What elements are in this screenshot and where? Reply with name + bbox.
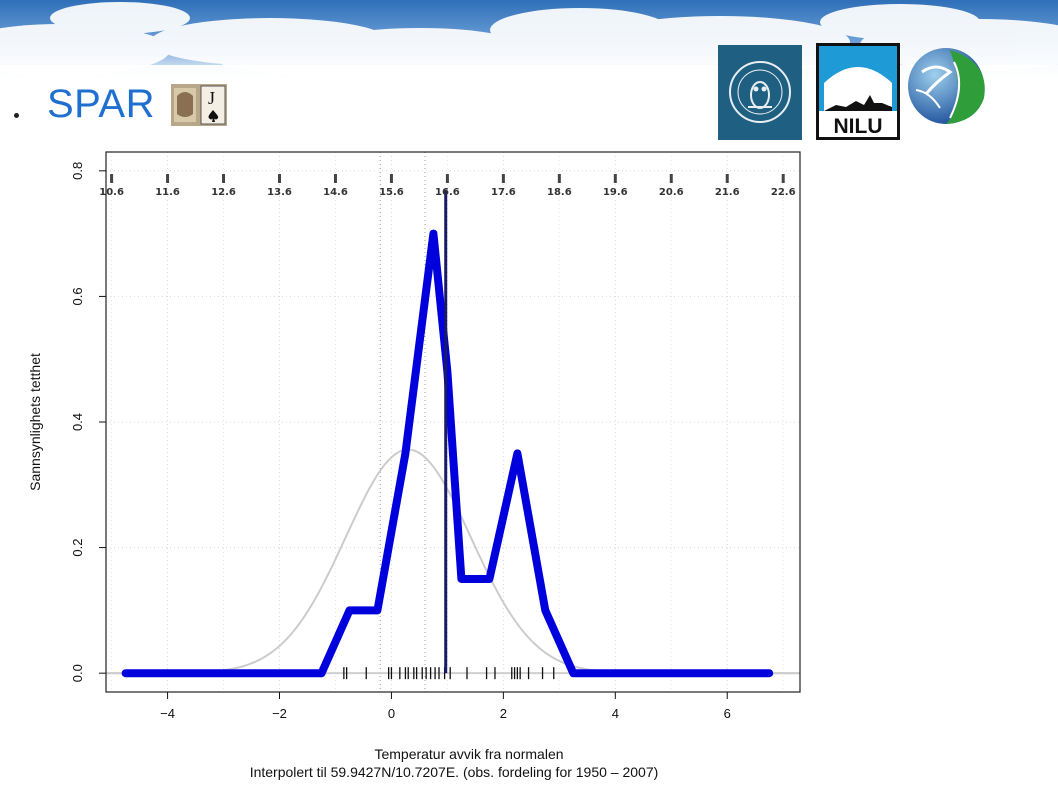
- density-series-point: [124, 672, 127, 675]
- y-tick-label: 0.8: [70, 162, 85, 180]
- top-tick-label: 13.6: [267, 187, 292, 198]
- x-tick-label: −2: [272, 706, 287, 721]
- nilu-logo-text: NILU: [834, 115, 883, 138]
- y-axis-title: Sannsynlighets tetthet: [27, 353, 43, 491]
- density-series-layer: [121, 229, 774, 678]
- x-tick-label: 6: [724, 706, 731, 721]
- top-tick-label: 15.6: [379, 187, 404, 198]
- y-tick-label: 0.4: [70, 413, 85, 431]
- axis-layer: −4 −2 0 2 4 6 0.0 0.2 0.4 0.6 0.8: [70, 162, 731, 721]
- top-tick-label: 17.6: [491, 187, 516, 198]
- density-series-line: [121, 229, 774, 678]
- svg-text:J: J: [208, 88, 215, 108]
- top-tick-label: 19.6: [603, 187, 628, 198]
- top-tick-label: 12.6: [211, 187, 236, 198]
- density-series-point: [488, 577, 491, 580]
- top-tick-label: 14.6: [323, 187, 348, 198]
- density-series-point: [544, 609, 547, 612]
- density-series-point: [376, 609, 379, 612]
- globe-leaf-logo: [908, 48, 985, 124]
- x-axis-title: Temperatur avvik fra normalen: [374, 746, 563, 762]
- y-tick-label: 0.0: [70, 664, 85, 682]
- top-tick-label: 20.6: [659, 187, 684, 198]
- top-tick-label: 10.6: [99, 187, 124, 198]
- density-series-point: [516, 452, 519, 455]
- top-axis-layer: 10.6 11.6 12.6 13.6 14.6 15.6 16.6 17.6 18.6 19.6…: [99, 174, 796, 198]
- bullet-dot: [14, 113, 19, 118]
- y-tick-label: 0.6: [70, 287, 85, 305]
- density-series-point: [768, 672, 771, 675]
- density-series-point: [432, 232, 435, 235]
- y-tick-label: 0.2: [70, 539, 85, 557]
- x-tick-label: 0: [388, 706, 395, 721]
- density-series-point: [460, 577, 463, 580]
- slide-title: SPAR: [47, 82, 155, 126]
- top-tick-label: 11.6: [155, 187, 180, 198]
- uib-logo: [718, 45, 802, 140]
- x-axis-subtitle: Interpolert til 59.9427N/10.7207E. (obs.…: [250, 764, 659, 780]
- density-series-point: [572, 672, 575, 675]
- nilu-logo: NILU: [816, 43, 900, 140]
- top-tick-label: 22.6: [771, 187, 796, 198]
- density-series-point: [320, 672, 323, 675]
- sky-banner: [0, 0, 1058, 80]
- jack-of-spades-card-icon: J: [171, 84, 227, 126]
- top-tick-label: 21.6: [715, 187, 740, 198]
- x-tick-label: −4: [160, 706, 175, 721]
- top-tick-label: 16.6: [435, 187, 460, 198]
- top-tick-label: 18.6: [547, 187, 572, 198]
- x-tick-label: 2: [500, 706, 507, 721]
- density-series-point: [404, 452, 407, 455]
- x-tick-label: 4: [612, 706, 619, 721]
- density-series-point: [348, 609, 351, 612]
